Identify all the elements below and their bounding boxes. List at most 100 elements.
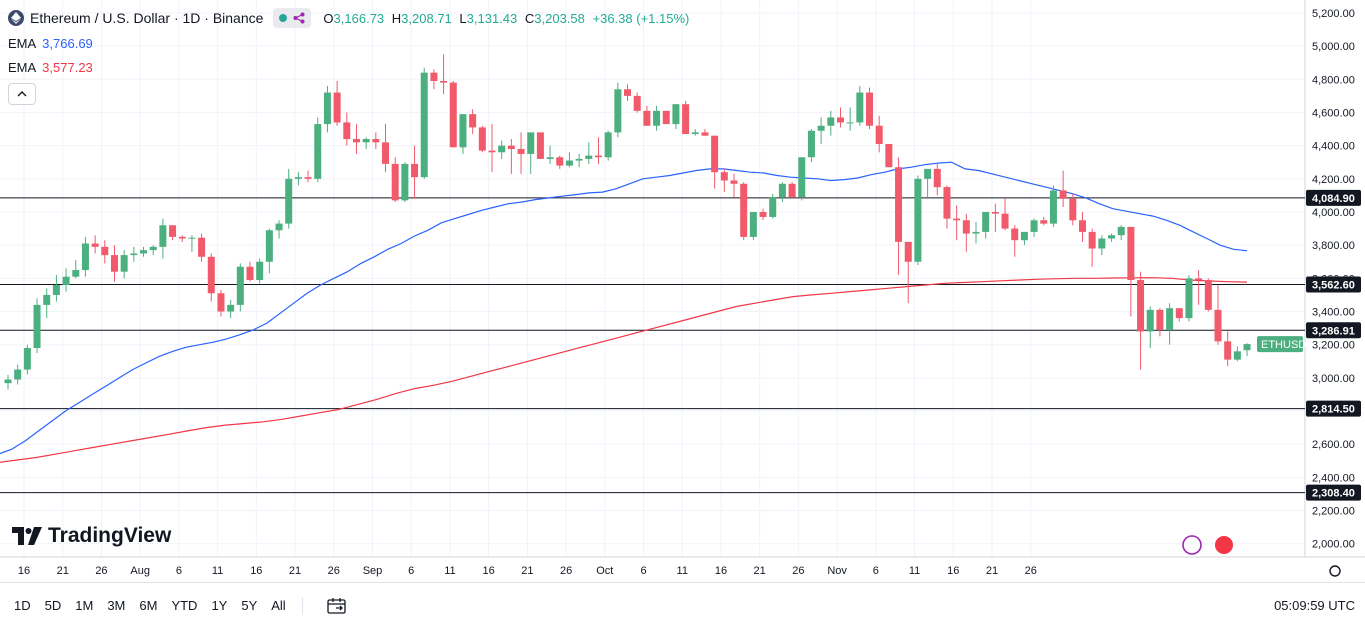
candle-up [672,104,680,125]
candle-up [72,270,80,277]
candle-down [1156,309,1164,330]
x-tick-label: 21 [289,565,301,577]
candle-down [169,225,177,237]
candle-down [352,139,360,143]
symbol-title[interactable]: Ethereum / U.S. Dollar · 1D · Binance [30,10,264,26]
tradingview-logo-icon [12,527,42,545]
share-icon [293,12,305,24]
candle-down [788,183,796,198]
candle-down [1195,278,1203,280]
timeframe-1d[interactable]: 1D [14,598,31,613]
x-tick-label: 11 [677,565,688,577]
level-price-label: 2,814.50 [1312,404,1355,416]
status-pill[interactable] [273,8,312,28]
candle-up [1020,231,1028,241]
candle-up [130,253,138,256]
timeframe-1m[interactable]: 1M [75,598,94,613]
candle-up [265,230,273,262]
timeframe-5d[interactable]: 5D [44,598,62,613]
candle-up [749,211,757,237]
x-tick-label: 21 [986,565,998,577]
x-tick-label: Sep [363,565,383,577]
us-flag-icon[interactable] [1215,536,1233,554]
candle-up [1049,190,1057,224]
chevron-up-icon [17,91,27,97]
bottom-toolbar: 1D 5D 1M 3M 6M YTD 1Y 5Y All 05:09:59 UT… [0,582,1365,628]
timeframe-3m[interactable]: 3M [107,598,126,613]
candle-down [643,110,651,126]
x-tick-label: 6 [176,565,182,577]
candle-down [1040,220,1048,224]
candle-up [1098,238,1106,249]
candle-up [1233,351,1241,360]
tradingview-logo[interactable]: TradingView [12,524,171,548]
candle-up [420,72,428,178]
x-tick-label: 11 [909,565,920,577]
x-tick-label: 16 [250,565,262,577]
timeframe-1y[interactable]: 1Y [211,598,228,613]
collapse-legend-button[interactable] [8,83,36,105]
chart-header: Ethereum / U.S. Dollar · 1D · Binance O 3… [8,8,689,28]
x-tick-label: 26 [1025,565,1037,577]
candle-up [565,160,573,166]
y-tick-label: 4,000.00 [1312,207,1355,219]
candle-up [256,261,264,280]
candle-up [1117,226,1125,236]
candle-down [198,237,206,257]
candle-up [972,231,980,234]
candle-down [440,80,448,83]
timeframe-5y[interactable]: 5Y [241,598,258,613]
candle-down [904,241,912,262]
date-range-icon[interactable] [327,597,347,615]
candle-down [633,95,641,111]
x-tick-label: 26 [792,565,804,577]
candle-up [23,348,31,370]
candle-down [759,211,767,217]
ticker-badge [1257,336,1303,353]
candle-up [778,183,786,198]
x-tick-label: 21 [521,565,533,577]
candle-down [711,135,719,173]
candle-down [372,139,380,143]
candle-up [1243,344,1251,351]
candle-up [294,177,302,179]
candle-down [478,127,486,151]
timeframe-ytd[interactable]: YTD [171,598,198,613]
candle-down [556,157,564,166]
candle-down [885,143,893,168]
low-label: L [459,10,467,26]
x-tick-label: 16 [715,565,727,577]
ema-slow-line [0,277,1248,463]
candle-up [81,243,89,271]
candle-down [430,72,438,81]
candle-up [140,250,148,254]
candle-down [836,117,844,123]
candle-down [101,246,109,256]
candle-down [391,163,399,201]
timeframe-all[interactable]: All [271,598,286,613]
ema-slow-legend[interactable]: EMA 3,577.23 [8,60,93,75]
y-tick-label: 3,200.00 [1312,340,1355,352]
candle-up [498,145,506,153]
timeframe-6m[interactable]: 6M [139,598,158,613]
ema-fast-legend[interactable]: EMA 3,766.69 [8,36,93,51]
settings-gear-icon[interactable] [1329,565,1341,577]
y-tick-label: 2,000.00 [1312,539,1355,551]
close-value: 3,203.58 [534,10,585,26]
candle-down [701,132,709,136]
clock-readout[interactable]: 05:09:59 UTC [1274,598,1355,613]
candle-up [1146,309,1154,332]
level-price-tag [1306,189,1361,206]
level-price-tag [1306,484,1361,501]
candle-up [275,223,283,231]
y-tick-label: 3,800.00 [1312,240,1355,252]
candle-up [798,157,806,198]
open-label: O [323,10,334,26]
candle-up [585,155,593,159]
ai-sparkle-icon[interactable] [1182,535,1202,555]
candle-down [1214,309,1222,342]
level-price-label: 3,562.60 [1312,280,1355,292]
candle-down [1137,280,1145,332]
candle-down [110,255,118,272]
